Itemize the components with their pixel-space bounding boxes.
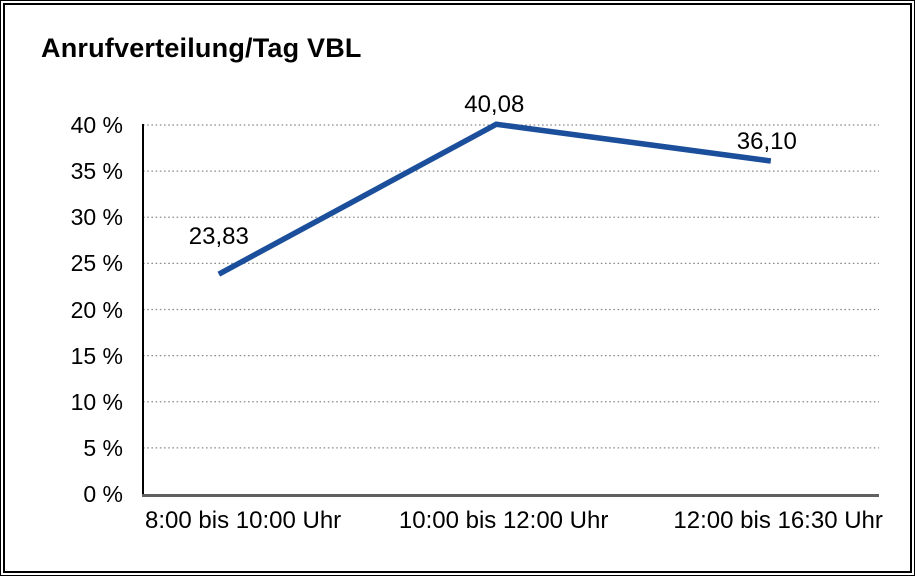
data-point-label: 36,10 [736,127,797,155]
y-tick-label: 40 % [70,112,123,138]
y-tick-label: 0 % [83,481,123,507]
y-tick-label: 5 % [83,434,123,461]
chart-title: Anrufverteilung/Tag VBL [41,33,362,63]
y-tick-label: 10 % [70,388,123,415]
y-tick-label: 20 % [70,296,123,323]
series-line [217,121,772,277]
x-category-label: 8:00 bis 10:00 Uhr [145,507,342,534]
y-tick-label: 25 % [70,250,123,277]
y-tick-label: 30 % [70,204,123,231]
y-tick-label: 15 % [70,342,123,369]
y-tick-label: 35 % [70,158,123,185]
x-category-label: 12:00 bis 16:30 Uhr [673,507,883,534]
x-category-label: 10:00 bis 12:00 Uhr [398,507,609,534]
data-point-label: 23,83 [188,223,249,251]
data-point-label: 40,08 [464,91,525,119]
